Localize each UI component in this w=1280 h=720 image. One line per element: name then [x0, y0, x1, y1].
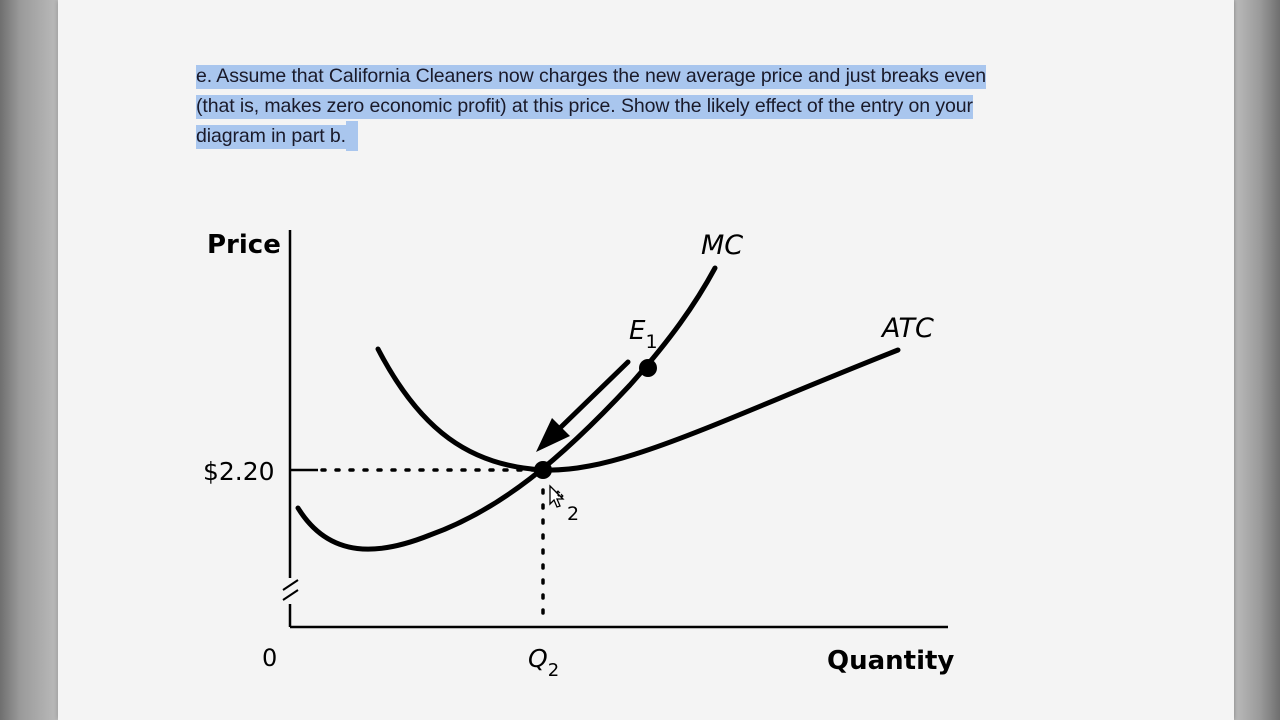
- document-page: e. Assume that California Cleaners now c…: [58, 0, 1234, 720]
- origin-label: 0: [262, 644, 277, 672]
- mc-label: MC: [701, 230, 743, 261]
- e2-sub-label: 2: [567, 503, 579, 525]
- price-tick-label: $2.20: [203, 457, 275, 486]
- e1-label: E1: [629, 316, 658, 353]
- x-axis-label: Quantity: [827, 646, 954, 676]
- move-cursor-icon: [549, 484, 565, 508]
- axis-break-marks: [282, 578, 299, 604]
- e1-point: [639, 359, 657, 377]
- question-line-3: diagram in part b.: [196, 121, 1066, 151]
- e2-point: [534, 461, 552, 479]
- atc-label: ATC: [880, 313, 934, 344]
- quantity-tick-label: Q2: [528, 644, 559, 681]
- y-axis-label: Price: [207, 230, 281, 260]
- mc-curve: [295, 265, 718, 552]
- atc-curve: [375, 346, 901, 473]
- question-text[interactable]: e. Assume that California Cleaners now c…: [196, 61, 1066, 151]
- question-line-2: (that is, makes zero economic profit) at…: [196, 95, 973, 119]
- question-line-1: e. Assume that California Cleaners now c…: [196, 65, 986, 89]
- shift-arrow: [536, 359, 631, 452]
- selection-tail: [345, 121, 358, 151]
